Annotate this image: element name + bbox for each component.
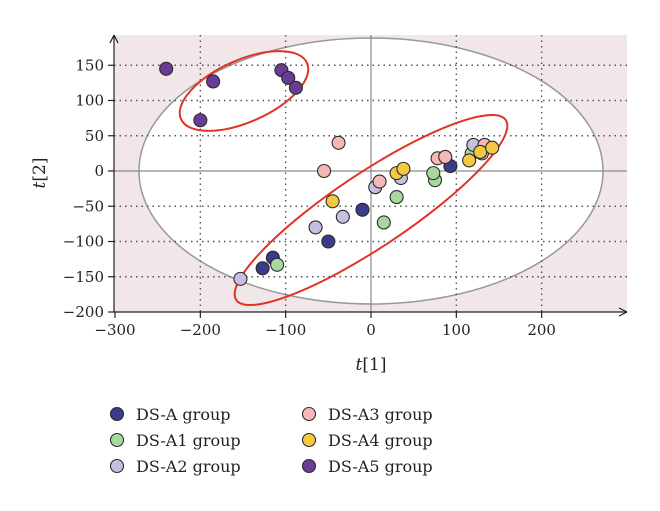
legend-label: DS-A1 group: [136, 431, 241, 450]
y-axis-arrow: [109, 34, 119, 44]
point-series-1: [270, 257, 285, 272]
x-axis-label: t[1]: [356, 355, 387, 375]
group-ellipse-main: [233, 113, 509, 307]
point-series-4: [462, 153, 477, 168]
x-tick-label: −200: [180, 321, 221, 339]
point-series-3: [438, 149, 453, 164]
legend-marker: [109, 458, 125, 474]
y-tick-label: −50: [72, 197, 104, 215]
group-ellipse-a5: [178, 50, 310, 132]
legend-label: DS-A group: [136, 405, 231, 424]
point-series-5: [288, 80, 303, 95]
point-series-5: [281, 70, 296, 85]
point-series-5: [193, 113, 208, 128]
point-series-0: [255, 261, 270, 276]
point-series-4: [396, 161, 411, 176]
point-series-0: [355, 202, 370, 217]
point-series-1: [389, 190, 404, 205]
legend-marker: [109, 406, 125, 422]
point-series-4: [325, 194, 340, 209]
y-tick-label: 100: [75, 92, 104, 110]
point-series-2: [335, 209, 350, 224]
point-series-3: [317, 163, 332, 179]
legend: DS-A group DS-A1 group DS-A2 group DS-A3 gr…: [109, 405, 433, 476]
x-tick-label: −300: [94, 321, 135, 339]
x-tick-label: 200: [527, 321, 556, 339]
y-tick-label: −100: [63, 233, 104, 251]
zero-lines: [114, 35, 627, 312]
y-tick-label: −150: [63, 268, 104, 286]
legend-marker: [301, 406, 317, 422]
point-series-2: [308, 220, 323, 235]
y-tick-label: 0: [94, 162, 104, 180]
legend-label: DS-A5 group: [328, 457, 433, 476]
y-axis-label: t[2]: [30, 158, 50, 189]
point-series-3: [331, 135, 346, 150]
y-ticks: −200 −150 −100 −50 0 50 100 150: [63, 56, 114, 321]
point-series-4: [473, 144, 488, 160]
x-axis-arrow: [618, 307, 628, 317]
point-series-5: [159, 61, 174, 76]
legend-label: DS-A4 group: [328, 431, 433, 450]
x-tick-label: 100: [442, 321, 471, 339]
x-tick-label: −100: [265, 321, 306, 339]
point-series-3: [372, 174, 387, 189]
point-series-4: [485, 140, 500, 155]
legend-label: DS-A2 group: [136, 457, 241, 476]
point-series-5: [206, 74, 221, 89]
x-tick-label: 0: [366, 321, 376, 339]
y-tick-label: −200: [63, 303, 104, 321]
point-series-1: [426, 166, 441, 181]
y-tick-label: 50: [85, 127, 104, 145]
grid-lines: [114, 35, 627, 312]
point-series-1: [376, 215, 391, 230]
legend-marker: [109, 432, 125, 448]
point-series-0: [321, 234, 336, 249]
data-points: [159, 61, 500, 286]
legend-marker: [301, 432, 317, 448]
legend-label: DS-A3 group: [328, 405, 433, 424]
x-ticks: −300 −200 −100 0 100 200: [94, 312, 556, 339]
y-tick-label: 150: [75, 56, 104, 74]
legend-marker: [301, 458, 317, 474]
point-series-2: [233, 271, 248, 286]
